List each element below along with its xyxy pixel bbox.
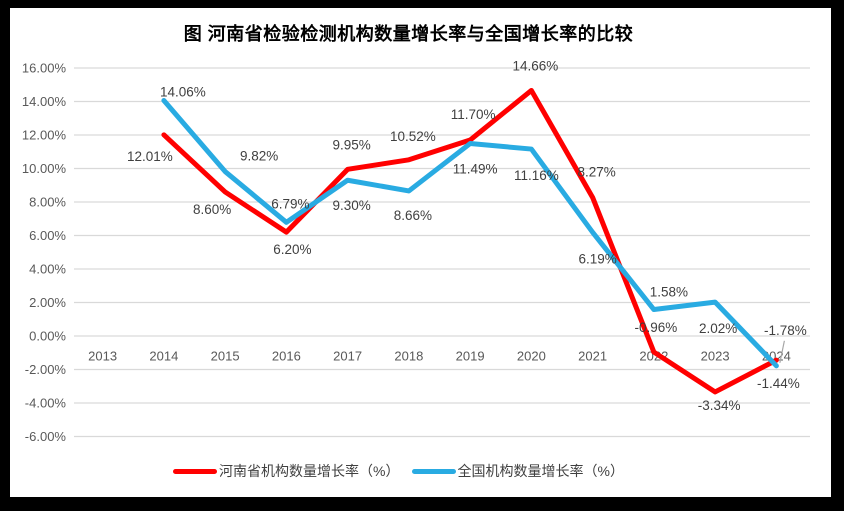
y-axis-tick-label: 6.00% <box>29 228 66 243</box>
data-label: 11.16% <box>514 168 559 183</box>
data-label: -1.44% <box>757 376 800 391</box>
series-line-0 <box>161 87 779 395</box>
y-axis-tick-label: -4.00% <box>25 396 67 411</box>
y-axis-tick-label: -2.00% <box>25 362 67 377</box>
x-axis-year-label: 2020 <box>517 349 546 364</box>
legend-swatch-national-icon <box>411 468 456 474</box>
x-axis-year-label: 2018 <box>394 349 423 364</box>
y-axis-tick-label: 16.00% <box>22 61 67 76</box>
label-leader-line <box>779 340 785 363</box>
y-axis-tick-label: 10.00% <box>22 161 67 176</box>
data-label: 2.02% <box>699 321 737 336</box>
x-axis-year-label: 2023 <box>701 349 730 364</box>
data-label: 9.95% <box>332 137 370 152</box>
data-label: 9.30% <box>332 198 370 213</box>
data-label: 14.06% <box>160 84 206 99</box>
data-label: 8.60% <box>193 202 231 217</box>
data-label: -3.34% <box>698 398 741 413</box>
y-axis-tick-label: 8.00% <box>29 195 66 210</box>
data-label: 14.66% <box>512 58 558 73</box>
x-axis-year-label: 2015 <box>211 349 240 364</box>
data-label: 1.58% <box>650 285 688 300</box>
x-axis-year-label: 2016 <box>272 349 301 364</box>
y-axis-tick-label: 12.00% <box>22 128 67 143</box>
data-label: 6.79% <box>271 196 309 211</box>
y-axis-tick-label: 0.00% <box>29 329 66 344</box>
data-label: 9.82% <box>240 149 278 164</box>
legend-swatch-henan-icon <box>173 468 218 474</box>
data-label: 8.66% <box>394 208 432 223</box>
y-axis-tick-label: 4.00% <box>29 262 66 277</box>
x-axis-year-label: 2019 <box>456 349 485 364</box>
data-label: 10.52% <box>390 129 436 144</box>
data-label: -0.96% <box>634 320 677 335</box>
data-label: 11.70% <box>451 107 496 122</box>
data-label: 8.27% <box>577 164 615 179</box>
y-axis-tick-label: 14.00% <box>22 94 67 109</box>
x-axis-year-label: 2017 <box>333 349 362 364</box>
legend-item-henan: 河南省机构数量增长率（%） <box>173 461 400 481</box>
y-axis-tick-label: -6.00% <box>25 429 67 444</box>
data-label: 6.20% <box>273 242 311 257</box>
y-axis-tick-label: 2.00% <box>29 295 66 310</box>
chart-panel: 图 河南省检验检测机构数量增长率与全国增长率的比较 16.00% 14.00% 12… <box>10 8 831 497</box>
line-chart: 16.00% 14.00% 12.00% 10.00% 8.00% 6.00% 4.00% 2… <box>22 58 810 444</box>
data-label: 11.49% <box>453 162 498 177</box>
x-axis-year-label: 2014 <box>149 349 178 364</box>
data-label: 12.01% <box>127 149 173 164</box>
legend-label-national: 全国机构数量增长率（%） <box>457 463 624 479</box>
data-label: 6.19% <box>578 251 616 266</box>
legend: 河南省机构数量增长率（%） 全国机构数量增长率（%） <box>0 461 809 481</box>
x-axis-year-label: 2013 <box>88 349 117 364</box>
legend-item-national: 全国机构数量增长率（%） <box>411 461 624 481</box>
x-axis-year-label: 2021 <box>578 349 607 364</box>
series-line-1 <box>161 97 779 369</box>
chart-title: 图 河南省检验检测机构数量增长率与全国增长率的比较 <box>183 24 634 44</box>
legend-label-henan: 河南省机构数量增长率（%） <box>219 463 400 479</box>
data-label: -1.78% <box>764 323 807 338</box>
